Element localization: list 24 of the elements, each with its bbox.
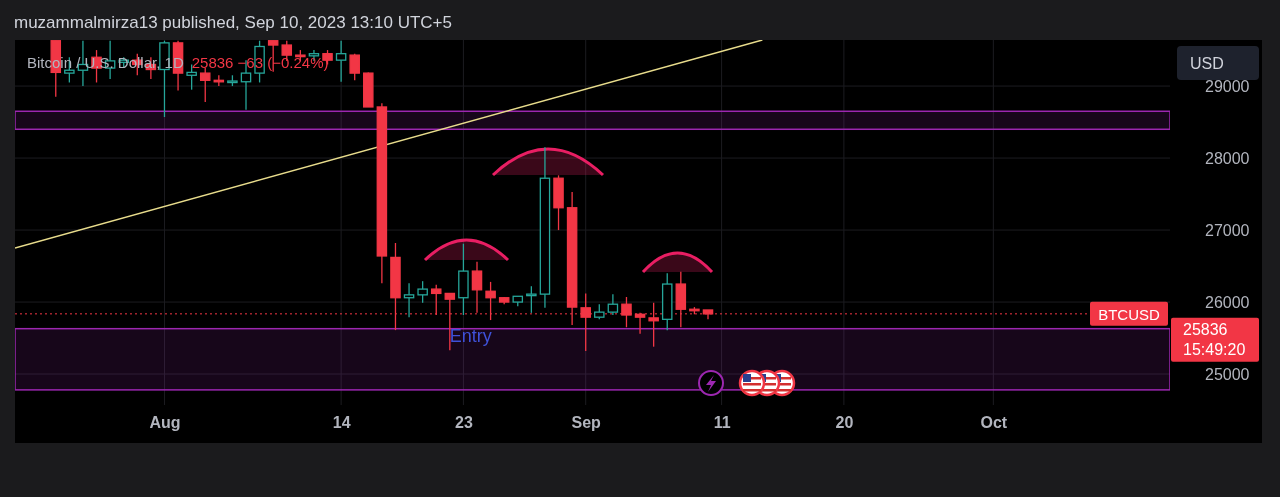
text: 25836 — [1183, 320, 1228, 338]
y-tick-label: 28000 — [1205, 149, 1250, 167]
text: 15:49:20 — [1183, 340, 1246, 358]
candlestick — [526, 285, 537, 314]
x-tick-label: 14 — [332, 414, 351, 432]
y-tick-label: 26000 — [1205, 293, 1250, 311]
x-tick-label: Aug — [149, 414, 181, 432]
x-tick-label: Oct — [980, 414, 1008, 432]
x-tick-label: Sep — [571, 414, 602, 432]
x-tick-label: 11 — [713, 414, 731, 432]
x-tick-label: 23 — [455, 414, 473, 432]
candlestick — [349, 53, 360, 81]
y-tick-label: 29000 — [1205, 77, 1250, 95]
text: muzammalmirza13 published, Sep 10, 2023 13:10 UTC+5 — [14, 13, 452, 32]
y-tick-label: 27000 — [1205, 221, 1250, 239]
ref-line-label: BTCUSD — [1098, 305, 1160, 323]
candlestick — [199, 67, 211, 103]
candlestick — [403, 282, 415, 318]
y-tick-label: 25000 — [1205, 365, 1250, 383]
annotation: Entry — [449, 325, 492, 346]
candlestick — [417, 280, 428, 304]
text: USD — [1190, 55, 1224, 72]
x-tick-label: 20 — [835, 414, 854, 432]
candlestick — [607, 293, 619, 316]
